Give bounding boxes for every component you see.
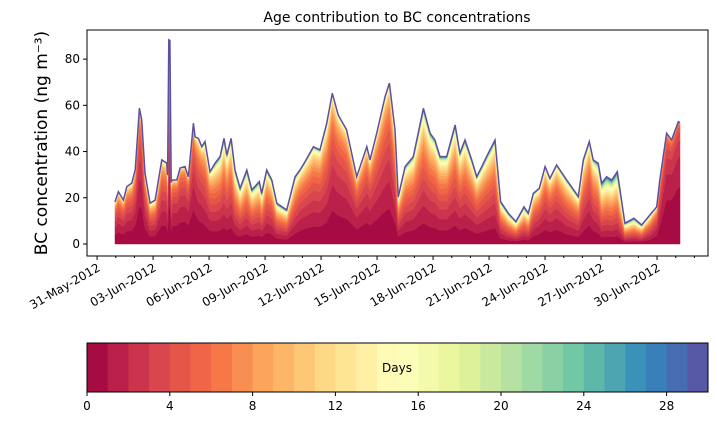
colorbar-bin-29 (687, 343, 709, 392)
chart-title: Age contribution to BC concentrations (263, 10, 530, 26)
y-tick-label: 20 (65, 191, 80, 205)
colorbar-bin-19 (480, 343, 502, 392)
plot-frame (86, 29, 709, 257)
colorbar-bin-18 (459, 343, 481, 392)
colorbar-bin-24 (583, 343, 605, 392)
colorbar-bin-11 (314, 343, 336, 392)
colorbar-bin-21 (521, 343, 543, 392)
colorbar-bin-6 (211, 343, 233, 392)
colorbar-bin-9 (273, 343, 295, 392)
colorbar-bin-3 (149, 343, 171, 392)
colorbar-tick-label: 0 (83, 399, 91, 413)
colorbar-bin-1 (107, 343, 129, 392)
y-tick-label: 60 (65, 98, 80, 112)
colorbar-bin-28 (666, 343, 688, 392)
colorbar-bin-26 (625, 343, 647, 392)
total-outline (114, 38, 681, 227)
y-tick-label: 0 (72, 237, 80, 251)
colorbar-bin-16 (418, 343, 440, 392)
colorbar-bin-12 (335, 343, 357, 392)
colorbar-bin-25 (604, 343, 626, 392)
colorbar-tick-label: 16 (411, 399, 426, 413)
stacked-areas (114, 38, 681, 245)
colorbar-bin-5 (190, 343, 212, 392)
y-axis-label: BC concentration (ng m⁻³) (32, 31, 52, 255)
colorbar-bin-20 (501, 343, 523, 392)
colorbar-tick-label: 12 (328, 399, 343, 413)
colorbar-bin-10 (294, 343, 316, 392)
colorbar-bin-7 (231, 343, 253, 392)
colorbar-bin-22 (542, 343, 564, 392)
colorbar-bin-2 (128, 343, 150, 392)
colorbar-tick-label: 28 (659, 399, 674, 413)
colorbar-bin-15 (397, 343, 419, 392)
colorbar-tick-label: 20 (493, 399, 508, 413)
colorbar-bin-4 (169, 343, 191, 392)
colorbar-bin-13 (356, 343, 378, 392)
y-axis: 0 20 40 60 80 (65, 52, 87, 251)
colorbar-bin-0 (87, 343, 109, 392)
y-tick-label: 40 (65, 145, 80, 159)
colorbar-bin-27 (645, 343, 667, 392)
colorbar-tick-label: 4 (166, 399, 174, 413)
colorbar-label: Days (382, 361, 412, 375)
colorbar-bin-8 (252, 343, 274, 392)
colorbar-bin-23 (563, 343, 585, 392)
y-tick-label: 80 (65, 52, 80, 66)
colorbar-frame (86, 342, 709, 393)
colorbar-bin-17 (438, 343, 460, 392)
colorbar: 0 4 8 12 16 20 24 28 (83, 342, 709, 413)
x-axis: 31-May-201203-Jun-201206-Jun-201209-Jun-… (27, 256, 695, 312)
colorbar-bin-14 (376, 343, 398, 392)
colorbar-tick-label: 24 (576, 399, 591, 413)
colorbar-tick-label: 8 (249, 399, 257, 413)
